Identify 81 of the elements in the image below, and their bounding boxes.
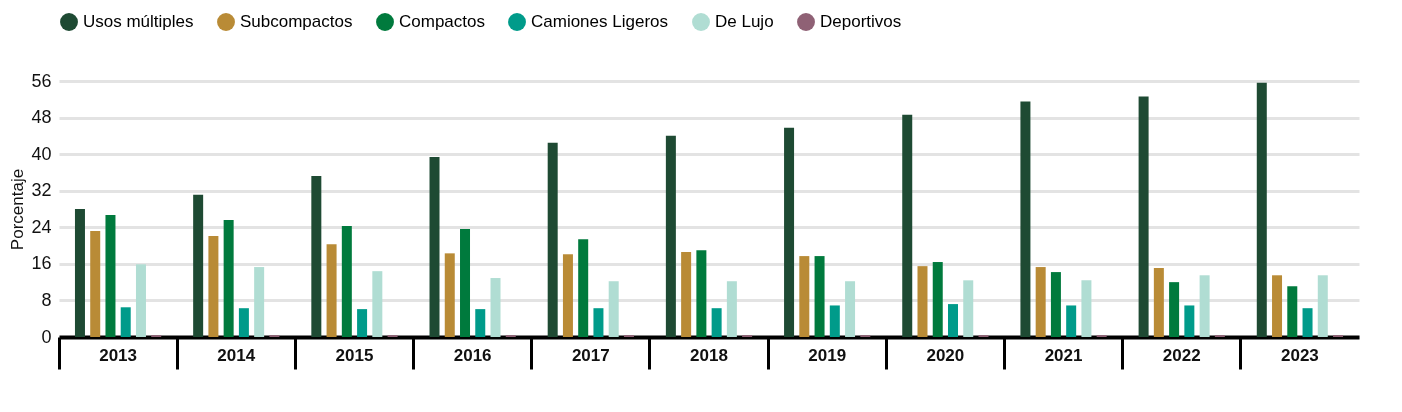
bar bbox=[845, 281, 856, 337]
x-tick-label: 2016 bbox=[453, 345, 492, 365]
bar bbox=[193, 194, 204, 337]
bar bbox=[932, 262, 943, 337]
bar bbox=[238, 308, 249, 337]
y-tick-label: 40 bbox=[31, 143, 52, 164]
bar bbox=[681, 251, 692, 337]
bar bbox=[1317, 275, 1328, 337]
bar bbox=[947, 304, 958, 337]
bar bbox=[1184, 305, 1195, 337]
bar bbox=[475, 309, 486, 337]
bar bbox=[1272, 275, 1283, 337]
bar bbox=[311, 176, 322, 337]
bar bbox=[208, 235, 219, 337]
y-tick-label: 48 bbox=[31, 107, 52, 128]
bar bbox=[90, 230, 101, 337]
x-tick-label: 2021 bbox=[1044, 345, 1083, 365]
bar bbox=[74, 209, 85, 337]
legend-label: Subcompactos bbox=[240, 12, 353, 32]
y-tick-label: 8 bbox=[41, 289, 52, 310]
bar bbox=[547, 142, 558, 337]
bar bbox=[254, 267, 265, 337]
bar bbox=[963, 280, 974, 337]
bar bbox=[799, 256, 810, 337]
x-tick-label: 2018 bbox=[690, 345, 728, 365]
x-tick-label: 2013 bbox=[99, 345, 137, 365]
bar bbox=[341, 225, 352, 337]
legend-label: De Lujo bbox=[715, 12, 774, 32]
bar bbox=[1050, 272, 1061, 337]
bar bbox=[593, 308, 604, 337]
bar bbox=[120, 307, 131, 337]
bar bbox=[460, 229, 471, 337]
bar bbox=[1256, 82, 1267, 337]
bar bbox=[1020, 101, 1031, 337]
bar bbox=[711, 308, 722, 337]
legend-label: Deportivos bbox=[820, 12, 902, 32]
bar bbox=[429, 156, 440, 337]
bar bbox=[1302, 308, 1313, 337]
bar bbox=[829, 305, 840, 337]
bar bbox=[490, 278, 501, 337]
x-tick-label: 2020 bbox=[926, 345, 965, 365]
y-axis-title: Porcentaje bbox=[8, 168, 28, 251]
x-tick-label: 2022 bbox=[1162, 345, 1201, 365]
y-tick-label: 16 bbox=[31, 253, 52, 274]
bar bbox=[1035, 267, 1046, 337]
bar bbox=[1153, 267, 1164, 337]
bar bbox=[726, 281, 737, 337]
x-tick-label: 2015 bbox=[335, 345, 374, 365]
bar bbox=[223, 219, 234, 337]
bar bbox=[784, 127, 795, 337]
bar bbox=[1287, 286, 1298, 337]
legend-label: Camiones Ligeros bbox=[531, 12, 669, 32]
bar bbox=[902, 114, 913, 337]
bar bbox=[917, 266, 928, 337]
bar bbox=[814, 256, 825, 337]
bar bbox=[1066, 305, 1077, 337]
bar bbox=[1199, 275, 1210, 337]
bar bbox=[696, 250, 707, 337]
bar bbox=[608, 281, 619, 337]
bar bbox=[562, 254, 573, 337]
x-tick-label: 2019 bbox=[808, 345, 847, 365]
x-tick-label: 2017 bbox=[571, 345, 610, 365]
y-tick-label: 56 bbox=[31, 70, 52, 91]
bar bbox=[578, 239, 589, 337]
bar bbox=[444, 253, 455, 337]
bar bbox=[326, 244, 337, 337]
legend-label: Usos múltiples bbox=[83, 12, 194, 32]
x-tick-label: 2023 bbox=[1280, 345, 1319, 365]
y-tick-label: 24 bbox=[31, 216, 52, 237]
x-tick-label: 2014 bbox=[217, 345, 256, 365]
bar bbox=[1169, 282, 1180, 337]
legend-label: Compactos bbox=[399, 12, 485, 32]
bar bbox=[357, 309, 368, 337]
y-tick-label: 0 bbox=[41, 326, 52, 347]
bar bbox=[665, 135, 676, 337]
bar bbox=[1081, 280, 1092, 337]
bar bbox=[1138, 96, 1149, 337]
bar bbox=[372, 271, 383, 337]
bar bbox=[135, 264, 146, 337]
bar bbox=[105, 214, 116, 337]
y-tick-label: 32 bbox=[31, 180, 52, 201]
